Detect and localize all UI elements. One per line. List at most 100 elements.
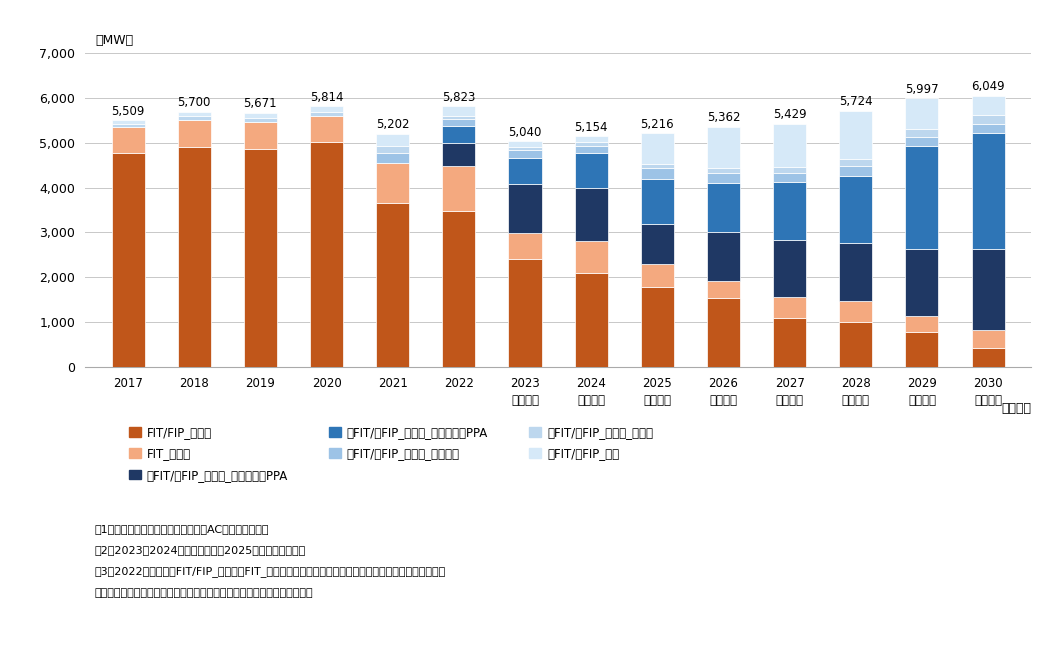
Text: 5,154: 5,154 (574, 121, 608, 133)
Bar (508, 259, 541, 367)
Bar (773, 167, 806, 173)
Text: 5,997: 5,997 (905, 83, 939, 96)
Text: 5,823: 5,823 (442, 91, 475, 103)
Bar (310, 107, 343, 111)
Bar (641, 168, 674, 179)
Text: 5,724: 5,724 (839, 95, 873, 108)
Bar (575, 273, 608, 367)
Text: （MW）: （MW） (95, 33, 133, 47)
Bar (508, 233, 541, 259)
Text: 5,216: 5,216 (641, 118, 674, 131)
Bar (178, 147, 210, 367)
Bar (442, 126, 475, 143)
Text: その他の年次・事業形態別の導入容量は矢野経済研究所による推計値: その他の年次・事業形態別の導入容量は矢野経済研究所による推計値 (95, 588, 314, 598)
Bar (840, 322, 873, 367)
Text: 注2．2023、2024年度は見込値、2025年度以降は予測値: 注2．2023、2024年度は見込値、2025年度以降は予測値 (95, 545, 306, 555)
Bar (112, 124, 145, 127)
Bar (972, 96, 1005, 115)
Bar (840, 243, 873, 301)
Bar (707, 281, 740, 298)
Text: 5,671: 5,671 (243, 97, 277, 111)
Bar (906, 137, 939, 146)
Bar (178, 115, 210, 119)
Bar (376, 163, 409, 203)
Bar (376, 153, 409, 163)
Bar (508, 141, 541, 147)
Bar (773, 240, 806, 297)
Bar (243, 113, 276, 118)
Bar (840, 159, 873, 166)
Bar (972, 115, 1005, 123)
Bar (906, 146, 939, 249)
Bar (376, 203, 409, 367)
Bar (972, 348, 1005, 367)
Bar (575, 153, 608, 187)
Bar (707, 232, 740, 281)
Text: 注3．2022年度までのFIT/FIP_事業用、FIT_住宅用の各年度導入容量は資源エネルギー庁資料より引用、: 注3．2022年度までのFIT/FIP_事業用、FIT_住宅用の各年度導入容量は… (95, 566, 445, 577)
Bar (773, 123, 806, 167)
Bar (376, 146, 409, 153)
Bar (906, 249, 939, 316)
Bar (906, 129, 939, 137)
Bar (773, 317, 806, 367)
Bar (840, 176, 873, 243)
Bar (840, 166, 873, 176)
Bar (707, 173, 740, 183)
Bar (442, 119, 475, 126)
Bar (243, 118, 276, 122)
Bar (575, 143, 608, 146)
Bar (442, 211, 475, 367)
Bar (906, 98, 939, 129)
Bar (972, 249, 1005, 329)
Bar (641, 287, 674, 367)
Bar (707, 298, 740, 367)
Bar (906, 332, 939, 367)
Text: 5,040: 5,040 (508, 125, 542, 139)
Bar (243, 149, 276, 367)
Bar (508, 184, 541, 233)
Bar (707, 183, 740, 232)
Bar (840, 111, 873, 159)
Bar (112, 127, 145, 153)
Bar (575, 146, 608, 153)
Bar (376, 134, 409, 146)
Bar (442, 143, 475, 166)
Text: 6,049: 6,049 (972, 81, 1005, 93)
Bar (972, 133, 1005, 249)
Bar (112, 120, 145, 124)
Bar (641, 179, 674, 224)
Bar (707, 169, 740, 173)
Bar (972, 329, 1005, 348)
Text: 注1．国内の太陽光発電設備の容量（AC：交流）ベース: 注1．国内の太陽光発電設備の容量（AC：交流）ベース (95, 524, 269, 534)
Bar (575, 241, 608, 273)
Bar (575, 187, 608, 241)
Text: 5,814: 5,814 (309, 91, 343, 104)
Bar (508, 158, 541, 184)
Bar (508, 150, 541, 158)
Bar (112, 153, 145, 367)
Bar (641, 164, 674, 168)
Bar (972, 123, 1005, 133)
Text: 5,202: 5,202 (376, 119, 409, 131)
Bar (310, 116, 343, 143)
Bar (773, 173, 806, 182)
Bar (178, 119, 210, 147)
Bar (508, 147, 541, 150)
Bar (840, 301, 873, 322)
Bar (773, 297, 806, 317)
Legend: FIT/FIP_事業用, FIT_住宅用, 非FIT/非FIP_非住宅_オンサイトPPA, 非FIT/非FIP_非住宅_オフサイトPPA, 非FIT/非FIP_: FIT/FIP_事業用, FIT_住宅用, 非FIT/非FIP_非住宅_オンサイ… (129, 426, 653, 482)
Bar (707, 127, 740, 169)
Bar (442, 106, 475, 116)
Bar (442, 116, 475, 119)
Bar (641, 264, 674, 287)
Text: 5,509: 5,509 (112, 105, 145, 117)
Bar (310, 111, 343, 116)
Bar (178, 111, 210, 115)
Bar (641, 224, 674, 264)
Bar (442, 166, 475, 211)
Bar (641, 133, 674, 164)
Bar (773, 182, 806, 240)
Text: 5,429: 5,429 (773, 108, 807, 121)
Text: 5,700: 5,700 (178, 96, 210, 109)
Bar (906, 316, 939, 332)
